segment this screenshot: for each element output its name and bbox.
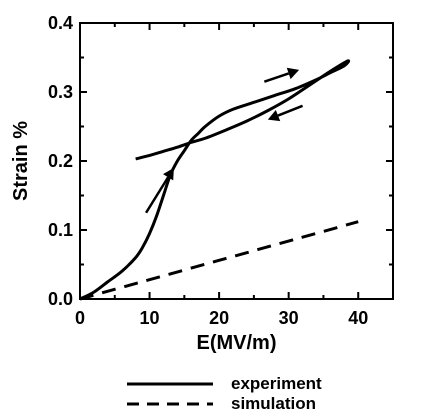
x-tick-label: 40 bbox=[348, 308, 368, 328]
plot-frame bbox=[79, 22, 394, 300]
chart-annotations bbox=[145, 67, 304, 214]
x-tick-label: 20 bbox=[209, 308, 229, 328]
annotation-arrow-shaft bbox=[145, 176, 170, 214]
y-tick-label: 0.4 bbox=[48, 13, 73, 33]
annotation-arrow-head bbox=[286, 67, 300, 80]
x-tick-label: 10 bbox=[140, 308, 160, 328]
y-tick-label: 0.3 bbox=[48, 82, 73, 102]
chart-series-layer bbox=[79, 59, 359, 301]
annotation-arrow-head bbox=[267, 109, 281, 122]
legend-label-experiment: experiment bbox=[231, 374, 322, 393]
axis-tick-labels: 0 10 20 30 40 0.0 0.1 0.2 0.3 0.4 bbox=[48, 13, 368, 328]
y-axis-label: Strain % bbox=[10, 121, 32, 201]
y-tick-label: 0.0 bbox=[48, 289, 73, 309]
annotation-arrow-shaft bbox=[263, 72, 290, 83]
legend-label-simulation: simulation bbox=[231, 394, 316, 411]
series-line-simulation bbox=[79, 220, 359, 301]
chart-legend: experiment simulation bbox=[127, 374, 322, 411]
annotation-arrow-head bbox=[163, 167, 174, 181]
annotation-arrow-shaft bbox=[277, 104, 304, 117]
y-tick-label: 0.1 bbox=[48, 220, 73, 240]
x-axis-label: E(MV/m) bbox=[197, 332, 277, 354]
series-line-experiment bbox=[79, 59, 351, 301]
y-tick-label: 0.2 bbox=[48, 151, 73, 171]
x-tick-label: 30 bbox=[279, 308, 299, 328]
x-tick-label: 0 bbox=[75, 308, 85, 328]
